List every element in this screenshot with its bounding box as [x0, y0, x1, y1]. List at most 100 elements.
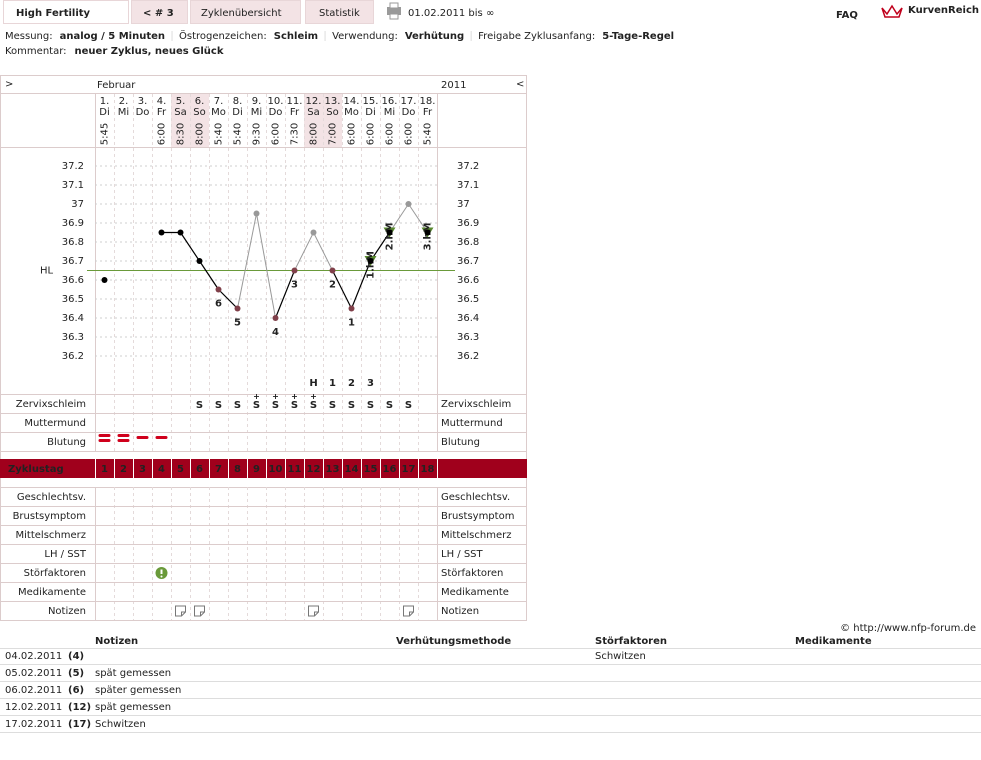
tab	[190, 0, 301, 24]
day-time: 5:40	[214, 123, 225, 145]
cervix-peak: 2	[348, 378, 355, 389]
column-header: Störfaktoren	[595, 636, 667, 647]
day-date: 9.	[252, 96, 262, 107]
day-weekday: Do	[136, 107, 150, 118]
grid-bg	[0, 75, 527, 621]
temperature-line	[199, 260, 219, 290]
temperature-point	[101, 277, 108, 283]
temperature-point	[367, 258, 374, 264]
row-label: Blutung	[47, 437, 86, 448]
day-weekday: Do	[269, 107, 283, 118]
cycle-day: 8	[234, 464, 241, 475]
row-label: Brustsymptom	[441, 511, 514, 522]
cervix-symbol: S	[367, 400, 374, 411]
temperature-line	[350, 260, 372, 309]
low-label: 1	[348, 318, 355, 329]
temperature-point	[291, 267, 298, 274]
bleeding-mark	[117, 434, 130, 437]
tab-label[interactable]: Statistik	[319, 8, 360, 19]
note-icon	[175, 605, 186, 617]
note-day: (12)	[68, 702, 91, 713]
cycle-tab	[131, 0, 188, 24]
note-date: 04.02.2011	[5, 651, 62, 662]
cervix-peak: 3	[367, 378, 374, 389]
note-day: (5)	[68, 668, 84, 679]
temperature-line	[294, 232, 314, 271]
day-weekday: Mi	[118, 107, 129, 118]
day-date: 10.	[268, 96, 284, 107]
day-date: 11.	[287, 96, 303, 107]
day-date: 12.	[306, 96, 322, 107]
cervix-symbol: S	[215, 400, 222, 411]
y-tick-label: 36.8	[457, 237, 479, 248]
row-label: Blutung	[441, 437, 480, 448]
column-header: Notizen	[95, 636, 138, 647]
temperature-line	[331, 270, 353, 309]
month-label: Februar	[97, 80, 136, 91]
note-text: spät gemessen	[95, 668, 171, 679]
cervix-symbol: S+	[272, 392, 279, 412]
bleeding-mark	[155, 436, 168, 439]
day-date: 5.	[176, 96, 186, 107]
row-label: Störfaktoren	[24, 568, 86, 579]
note-text: später gemessen	[95, 685, 181, 696]
weekend-shade	[171, 94, 190, 147]
cycle-day: 11	[288, 464, 302, 475]
note-day: (6)	[68, 685, 84, 696]
cycle-nav[interactable]: < # 3	[143, 8, 174, 19]
y-tick-label: 36.8	[62, 237, 84, 248]
day-weekday: Sa	[307, 107, 319, 118]
tab-label[interactable]: Zyklenübersicht	[201, 8, 282, 19]
weekend-shade	[323, 94, 342, 147]
info-label: Messung:	[5, 31, 53, 42]
note-date: 12.02.2011	[5, 702, 62, 713]
y-tick-label: 36.6	[62, 275, 84, 286]
day-weekday: Fr	[290, 107, 300, 118]
faq-link[interactable]: FAQ	[836, 10, 858, 21]
note-day: (17)	[68, 719, 91, 730]
row-label: Mittelschmerz	[441, 530, 511, 541]
cycle-day: 7	[215, 464, 222, 475]
low-label: 6	[215, 299, 222, 310]
bleeding-mark	[98, 439, 111, 442]
next-button[interactable]: <	[516, 79, 524, 90]
cycle-day: 12	[307, 464, 321, 475]
temperature-point	[424, 229, 431, 236]
day-date: 17.	[401, 96, 417, 107]
day-time: 8:00	[309, 123, 320, 145]
row-label: Geschlechtsv.	[17, 492, 86, 503]
low-label: 3	[291, 280, 298, 291]
app-title: High Fertility	[16, 8, 91, 19]
cycle-day: 6	[196, 464, 203, 475]
prev-button[interactable]: >	[5, 79, 13, 90]
row-label: Zervixschleim	[16, 399, 86, 410]
day-date: 15.	[363, 96, 379, 107]
cycle-day-row	[0, 459, 527, 478]
copyright: © http://www.nfp-forum.de	[840, 623, 976, 634]
row-label: Notizen	[441, 606, 479, 617]
info-label: Freigabe Zyklusanfang:	[478, 31, 595, 42]
y-tick-label: 37	[457, 199, 470, 210]
day-time: 8:00	[195, 123, 206, 145]
row-label: Muttermund	[24, 418, 86, 429]
day-weekday: Mi	[251, 107, 262, 118]
y-tick-label: 36.4	[457, 313, 479, 324]
row-label: Störfaktoren	[441, 568, 503, 579]
cycle-day-label: Zyklustag	[8, 464, 64, 475]
info-value: Schleim	[274, 31, 318, 42]
day-weekday: Sa	[174, 107, 186, 118]
temperature-line	[313, 232, 333, 271]
cycle-day: 9	[253, 464, 260, 475]
day-date: 1.	[100, 96, 110, 107]
cervix-symbol: S	[348, 400, 355, 411]
column-header: Verhütungsmethode	[396, 636, 511, 647]
day-time: 5:40	[233, 123, 244, 145]
row-label: Mittelschmerz	[16, 530, 86, 541]
row-label: Medikamente	[441, 587, 509, 598]
cycle-day: 18	[421, 464, 435, 475]
cervix-symbol: S+	[253, 392, 260, 412]
row-label: LH / SST	[44, 549, 87, 560]
temperature-point	[272, 315, 279, 321]
day-weekday: Do	[402, 107, 416, 118]
high-label: 3.hM	[423, 222, 434, 250]
